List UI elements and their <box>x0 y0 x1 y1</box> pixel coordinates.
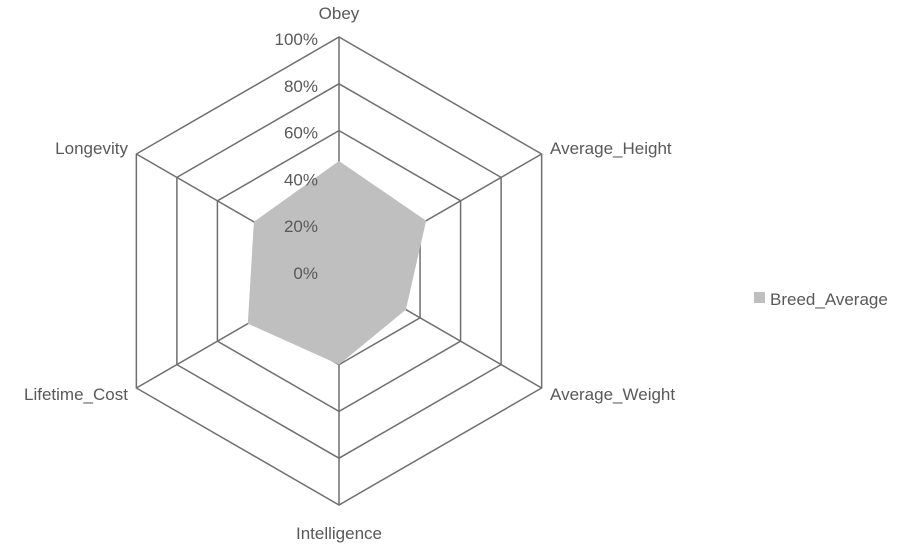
radar-category-labels: Obey Average_Height Average_Weight Intellig… <box>24 4 675 543</box>
legend-swatch <box>754 292 765 303</box>
category-label: Lifetime_Cost <box>24 385 128 404</box>
legend-label: Breed_Average <box>770 290 888 309</box>
category-label: Average_Weight <box>550 385 675 404</box>
radar-tick-labels: 0% 20% 40% 60% 80% 100% <box>275 30 318 283</box>
category-label: Longevity <box>55 139 128 158</box>
tick-label: 0% <box>293 264 318 283</box>
category-label: Obey <box>319 4 360 23</box>
category-label: Average_Height <box>550 139 672 158</box>
tick-label: 100% <box>275 30 318 49</box>
legend: Breed_Average <box>754 290 888 309</box>
tick-label: 20% <box>284 217 318 236</box>
category-label: Intelligence <box>296 524 382 543</box>
radar-series <box>247 161 427 365</box>
series-area-0 <box>247 161 427 365</box>
tick-label: 40% <box>284 170 318 189</box>
tick-label: 80% <box>284 77 318 96</box>
tick-label: 60% <box>284 124 318 143</box>
